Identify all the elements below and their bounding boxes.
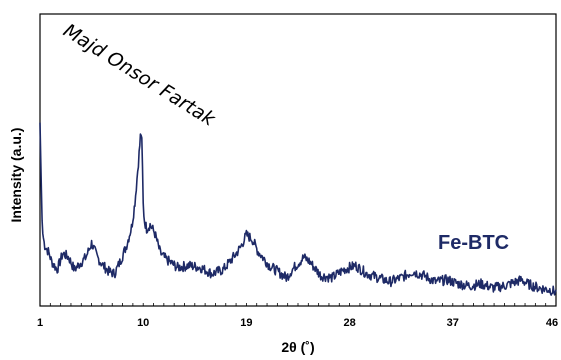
series-line-fe-btc [39, 122, 557, 296]
x-minor-ticks [39, 303, 557, 306]
y-axis-label: Intensity (a.u.) [8, 128, 24, 223]
x-tick-labels: 1 10 19 28 37 46 [37, 317, 558, 329]
x-tick-label: 1 [37, 317, 43, 329]
x-tick-label: 19 [240, 317, 252, 329]
x-tick-label: 28 [343, 317, 355, 329]
x-axis-label: 2θ (˚) [281, 339, 314, 355]
series-label-fe-btc: Fe-BTC [438, 232, 509, 254]
x-tick-label: 37 [447, 317, 459, 329]
x-tick-label: 46 [546, 317, 558, 329]
annotation-text: Majd Onsor Fartak [59, 20, 219, 132]
x-tick-label: 10 [137, 317, 149, 329]
